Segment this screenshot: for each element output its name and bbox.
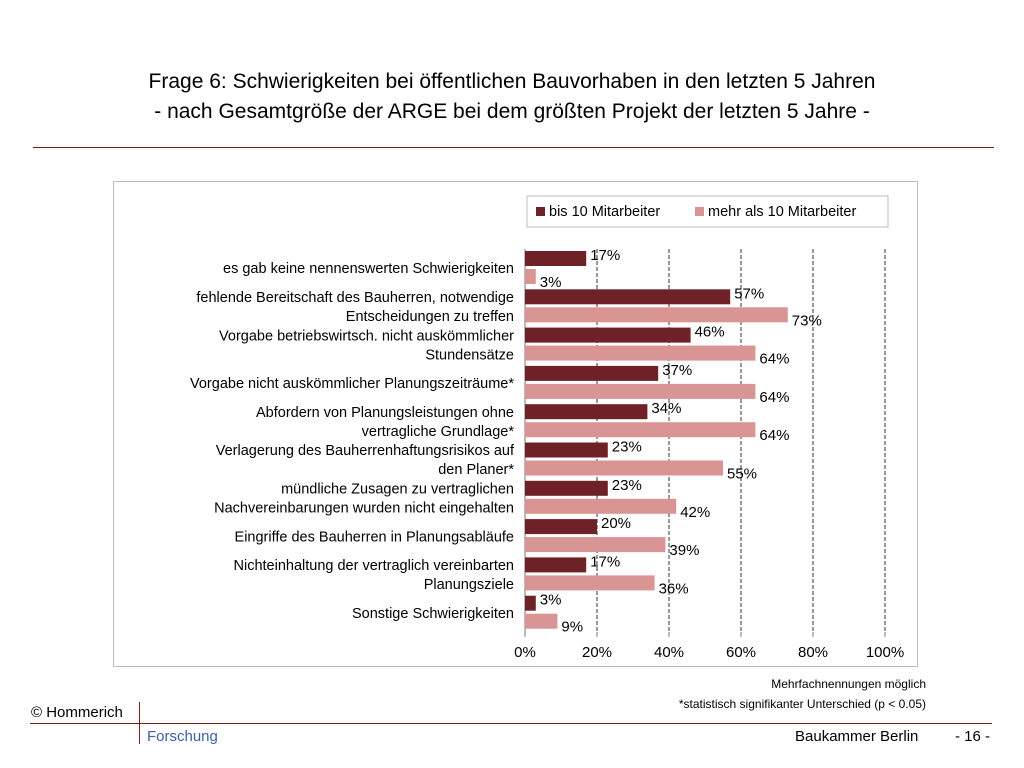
category-label: Planungsziele [424, 577, 514, 593]
bar-series-1 [525, 557, 587, 573]
category-label: Vorgabe betriebswirtsch. nicht auskömmli… [219, 328, 514, 344]
bar-series-1 [525, 595, 536, 611]
data-label: 57% [734, 285, 764, 302]
data-label: 37% [662, 362, 692, 379]
page-title-line-1: Frage 6: Schwierigkeiten bei öffentliche… [148, 70, 876, 93]
bar-series-2 [525, 537, 666, 553]
data-label: 9% [561, 619, 583, 636]
page-title-line-2: - nach Gesamtgröße der ARGE bei dem größ… [154, 100, 870, 123]
category-label: Nachvereinbarungen wurden nicht eingehal… [214, 500, 514, 516]
data-label: 3% [540, 592, 562, 609]
bar-series-2 [525, 345, 756, 361]
data-label: 73% [792, 312, 822, 329]
data-label: 42% [680, 504, 710, 521]
data-label: 64% [759, 351, 789, 368]
footer-vertical-divider [139, 702, 140, 744]
legend-label: bis 10 Mitarbeiter [549, 204, 660, 220]
data-label: 36% [659, 580, 689, 597]
data-label: 55% [727, 466, 757, 483]
x-tick-label: 60% [726, 644, 756, 661]
bar-series-2 [525, 383, 756, 399]
data-label: 17% [590, 247, 620, 264]
data-label: 23% [612, 477, 642, 494]
bar-series-1 [525, 251, 587, 266]
bar-series-2 [525, 269, 536, 284]
data-label: 39% [669, 542, 699, 559]
category-label: Eingriffe des Bauherren in Planungsabläu… [235, 529, 514, 545]
x-tick-label: 100% [866, 644, 904, 661]
category-label: Abfordern von Planungsleistungen ohne [256, 405, 514, 421]
legend-box [526, 195, 889, 228]
category-label: Sonstige Schwierigkeiten [352, 606, 514, 622]
title-divider [33, 147, 994, 148]
legend-swatch [695, 207, 704, 216]
data-label: 17% [590, 553, 620, 570]
category-label: den Planer* [438, 462, 514, 478]
bar-series-2 [525, 498, 677, 514]
category-label: es gab keine nennenswerten Schwierigkeit… [223, 261, 514, 277]
bar-series-1 [525, 404, 648, 420]
category-label: fehlende Bereitschaft des Bauherren, not… [196, 290, 514, 306]
page-number: - 16 - [955, 728, 991, 745]
data-label: 23% [612, 439, 642, 456]
bar-series-1 [525, 519, 597, 535]
legend-swatch [536, 207, 545, 216]
bar-series-1 [525, 327, 691, 343]
bar-series-2 [525, 575, 655, 591]
category-label: Verlagerung des Bauherrenhaftungsrisikos… [216, 443, 515, 459]
bar-series-1 [525, 442, 608, 458]
category-label: Stundensätze [425, 347, 514, 363]
data-label: 34% [651, 400, 681, 417]
client-label: Baukammer Berlin [795, 728, 919, 745]
bar-series-2 [525, 422, 756, 438]
category-label: Entscheidungen zu treffen [346, 309, 514, 325]
legend-label: mehr als 10 Mitarbeiter [708, 204, 856, 220]
data-label: 64% [759, 389, 789, 406]
note-significance: *statistisch signifikanter Unterschied (… [678, 697, 926, 711]
x-tick-label: 40% [654, 644, 684, 661]
data-label: 64% [759, 427, 789, 444]
bar-series-1 [525, 480, 608, 496]
category-label: Vorgabe nicht auskömmlicher Planungszeit… [190, 376, 514, 392]
x-tick-label: 20% [582, 644, 612, 661]
bar-series-2 [525, 307, 788, 323]
category-label: vertragliche Grundlage* [362, 424, 515, 440]
category-label: Nichteinhaltung der vertraglich vereinba… [234, 558, 515, 574]
bar-series-2 [525, 460, 723, 476]
footer-divider [30, 723, 992, 724]
bar-series-1 [525, 365, 659, 381]
bar-chart: 17% 3% es gab keine nennenswerten Schwieri… [190, 195, 904, 661]
brand-label: Forschung [147, 728, 218, 745]
x-tick-label: 80% [798, 644, 828, 661]
bar-series-2 [525, 613, 558, 629]
data-label: 3% [540, 274, 562, 291]
category-label: mündliche Zusagen zu vertraglichen [281, 481, 514, 497]
bar-series-1 [525, 289, 731, 305]
data-label: 20% [601, 515, 631, 532]
x-tick-label: 0% [514, 644, 536, 661]
copyright-label: © Hommerich [31, 704, 123, 721]
data-label: 46% [695, 324, 725, 341]
note-multiple-answers: Mehrfachnennungen möglich [771, 677, 926, 691]
chart-frame: 17% 3% es gab keine nennenswerten Schwieri… [113, 181, 918, 667]
